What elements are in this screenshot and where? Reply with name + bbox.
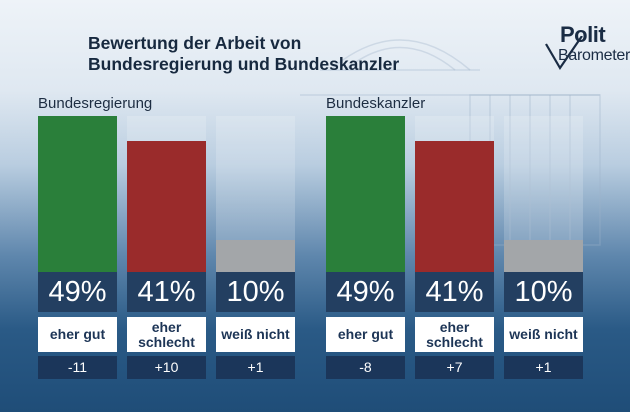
category-text: eher gut (49, 326, 106, 342)
change-label-eher-gut: -11 (38, 356, 117, 379)
value-label-eher-schlecht: 41% (127, 272, 206, 312)
value-label-weiss-nicht: 10% (504, 272, 583, 312)
bar-weiss-nicht (216, 240, 295, 272)
bar-eher-schlecht (415, 141, 494, 272)
category-text: eher gut (337, 326, 394, 342)
change-label-weiss-nicht: +1 (216, 356, 295, 379)
value-label-eher-gut: 49% (326, 272, 405, 312)
bar-track-eher-schlecht (415, 116, 494, 272)
checkmark-icon (545, 36, 583, 71)
logo-text-top: Polit (560, 22, 606, 47)
category-text: eher schlecht (138, 318, 195, 350)
bar-track-eher-gut (38, 116, 117, 272)
panel-bundesregierung: Bundesregierung 49% eher gut -11 41% eher sc… (38, 95, 300, 385)
chart-title-line-1: Bewertung der Arbeit von (88, 33, 302, 53)
category-label-weiss-nicht: weiß nicht (504, 317, 583, 352)
panel-bundeskanzler: Bundeskanzler 49% eher gut -8 41% eher schle… (326, 95, 588, 385)
change-label-eher-schlecht: +7 (415, 356, 494, 379)
bar-weiss-nicht (504, 240, 583, 272)
bar-eher-gut (38, 116, 117, 272)
value-label-eher-gut: 49% (38, 272, 117, 312)
panel-label: Bundesregierung (38, 95, 153, 112)
category-text: weiß nicht (509, 326, 578, 342)
value-label-eher-schlecht: 41% (415, 272, 494, 312)
bar-track-weiss-nicht (504, 116, 583, 272)
change-label-weiss-nicht: +1 (504, 356, 583, 379)
category-text: weiß nicht (221, 326, 290, 342)
bar-track-weiss-nicht (216, 116, 295, 272)
chart-title: Bewertung der Arbeit von Bundesregierung… (88, 33, 399, 75)
category-text: eher schlecht (426, 318, 483, 350)
bar-track-eher-schlecht (127, 116, 206, 272)
category-label-eher-schlecht: eher schlecht (127, 317, 206, 352)
change-label-eher-gut: -8 (326, 356, 405, 379)
chart-title-line-2: Bundesregierung und Bundeskanzler (88, 54, 400, 74)
change-label-eher-schlecht: +10 (127, 356, 206, 379)
value-label-weiss-nicht: 10% (216, 272, 295, 312)
politbarometer-logo: Polit Barometer (544, 22, 630, 74)
logo-text-bottom: Barometer (558, 47, 630, 64)
category-label-eher-schlecht: eher schlecht (415, 317, 494, 352)
bar-track-eher-gut (326, 116, 405, 272)
bar-eher-schlecht (127, 141, 206, 272)
category-label-eher-gut: eher gut (38, 317, 117, 352)
category-label-eher-gut: eher gut (326, 317, 405, 352)
panel-label: Bundeskanzler (326, 95, 426, 112)
bar-eher-gut (326, 116, 405, 272)
category-label-weiss-nicht: weiß nicht (216, 317, 295, 352)
